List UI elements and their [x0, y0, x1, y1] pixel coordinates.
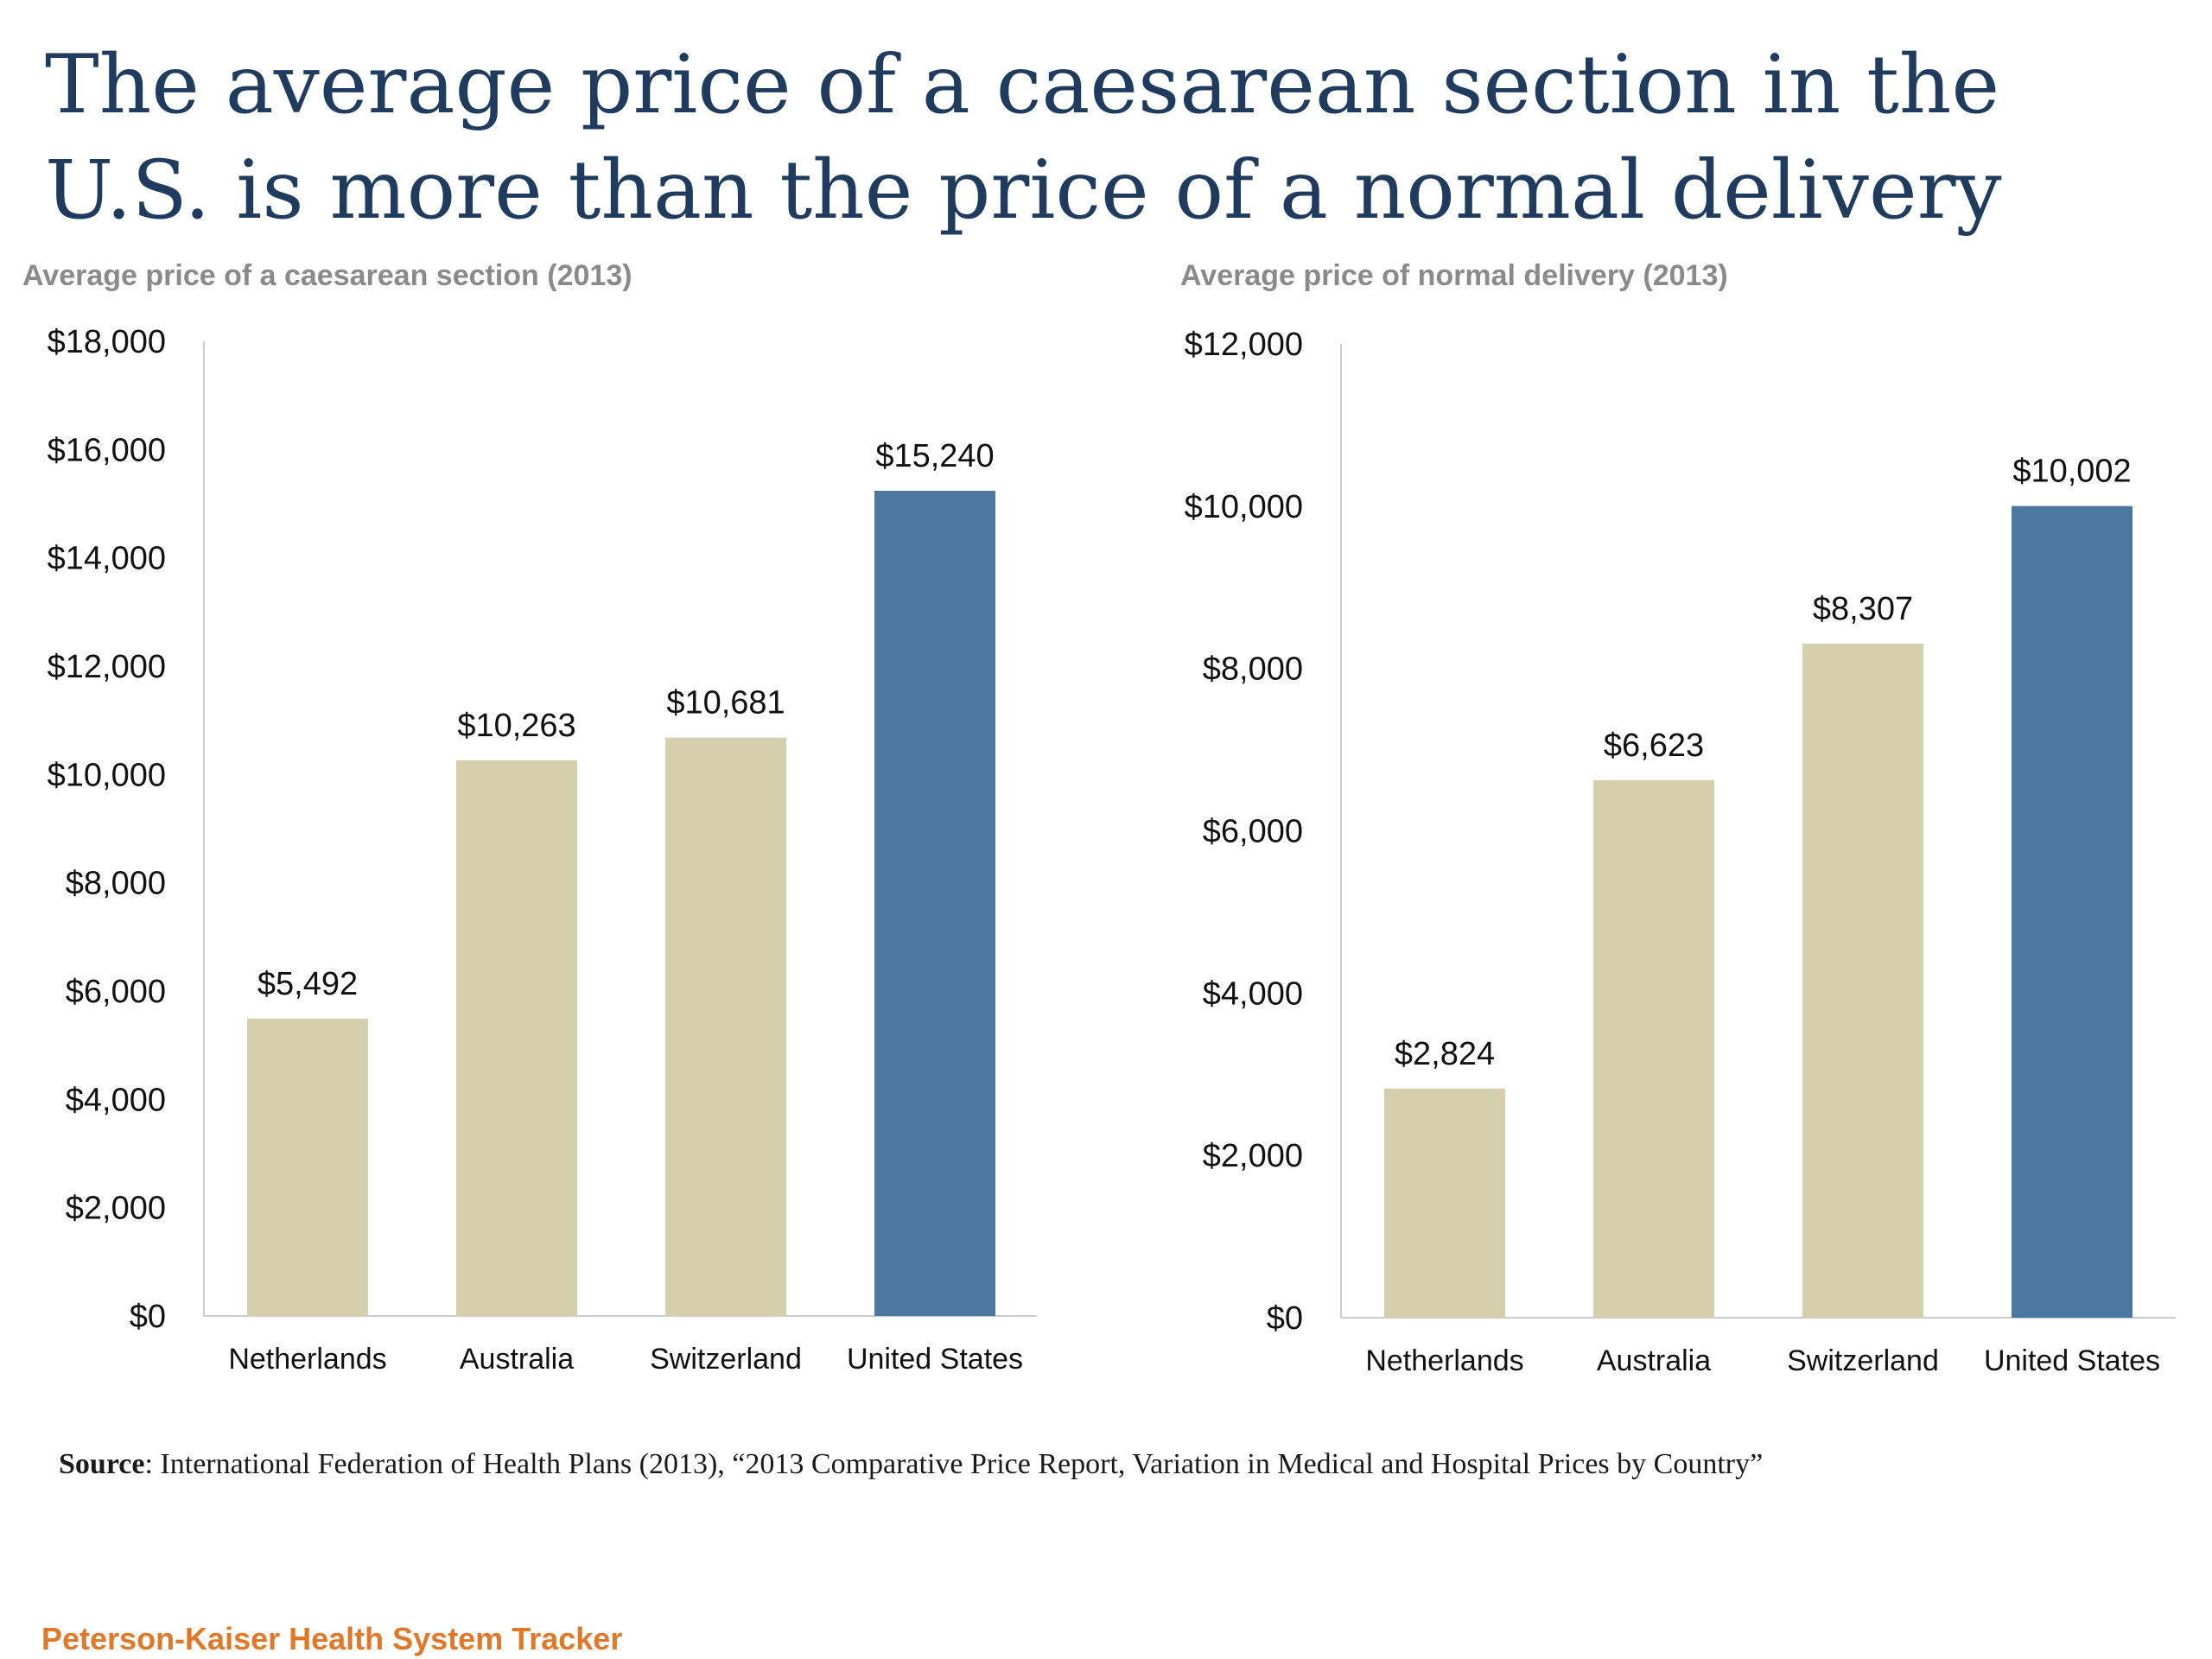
- bar-united-states: [2012, 505, 2133, 1318]
- x-tick-label: Australia: [1597, 1344, 1711, 1377]
- x-tick-label: Switzerland: [1787, 1344, 1939, 1377]
- y-tick-label: $8,000: [66, 866, 166, 902]
- chart-normal-delivery: Average price of normal delivery (2013) $…: [1180, 259, 2176, 1377]
- source-label: Source: [59, 1448, 145, 1480]
- y-tick-label: $6,000: [1203, 814, 1303, 850]
- source-note: Source: International Federation of Heal…: [59, 1448, 2167, 1481]
- bar-switzerland: [665, 737, 786, 1316]
- x-tick-label: Switzerland: [650, 1343, 802, 1376]
- y-tick-label: $14,000: [48, 541, 166, 577]
- bar-netherlands: [1384, 1088, 1505, 1318]
- y-tick-label: $12,000: [1185, 327, 1303, 363]
- x-tick-label: Netherlands: [1365, 1344, 1523, 1377]
- bar-netherlands: [247, 1018, 368, 1316]
- y-tick-label: $2,000: [66, 1191, 166, 1227]
- bar-australia: [1593, 779, 1714, 1318]
- chart-subtitle: Average price of normal delivery (2013): [1180, 259, 1728, 292]
- y-tick-label: $8,000: [1203, 652, 1303, 688]
- data-label: $15,240: [875, 438, 994, 474]
- data-label: $8,307: [1813, 591, 1913, 627]
- y-tick-label: $2,000: [1203, 1138, 1303, 1174]
- x-tick-label: Australia: [460, 1343, 574, 1376]
- chart-caesarean: Average price of a caesarean section (20…: [22, 259, 1037, 1376]
- data-label: $5,492: [257, 966, 358, 1002]
- data-label: $2,824: [1395, 1036, 1495, 1072]
- y-tick-label: $12,000: [48, 649, 166, 685]
- data-label: $10,681: [666, 685, 785, 721]
- data-label: $10,002: [2012, 454, 2131, 490]
- y-tick-label: $10,000: [48, 757, 166, 793]
- x-tick-label: United States: [1984, 1344, 2160, 1377]
- data-label: $10,263: [457, 708, 575, 744]
- source-text: : International Federation of Health Pla…: [144, 1448, 1764, 1480]
- x-tick-label: Netherlands: [228, 1343, 386, 1376]
- bar-australia: [456, 760, 577, 1316]
- bar-switzerland: [1802, 643, 1923, 1318]
- y-tick-label: $0: [130, 1299, 166, 1335]
- y-tick-label: $18,000: [48, 324, 166, 360]
- y-tick-label: $6,000: [66, 974, 166, 1010]
- y-tick-label: $0: [1267, 1300, 1303, 1337]
- data-label: $6,623: [1604, 728, 1704, 764]
- y-tick-label: $16,000: [48, 432, 166, 468]
- x-tick-label: United States: [847, 1343, 1023, 1376]
- y-tick-label: $10,000: [1185, 489, 1303, 525]
- brand-name: Peterson-Kaiser Health System Tracker: [41, 1621, 623, 1656]
- chart-subtitle: Average price of a caesarean section (20…: [22, 259, 632, 292]
- page-title: The average price of a caesarean section…: [45, 38, 2002, 238]
- bar-united-states: [874, 490, 995, 1316]
- y-tick-label: $4,000: [1203, 976, 1303, 1012]
- y-tick-label: $4,000: [66, 1082, 166, 1118]
